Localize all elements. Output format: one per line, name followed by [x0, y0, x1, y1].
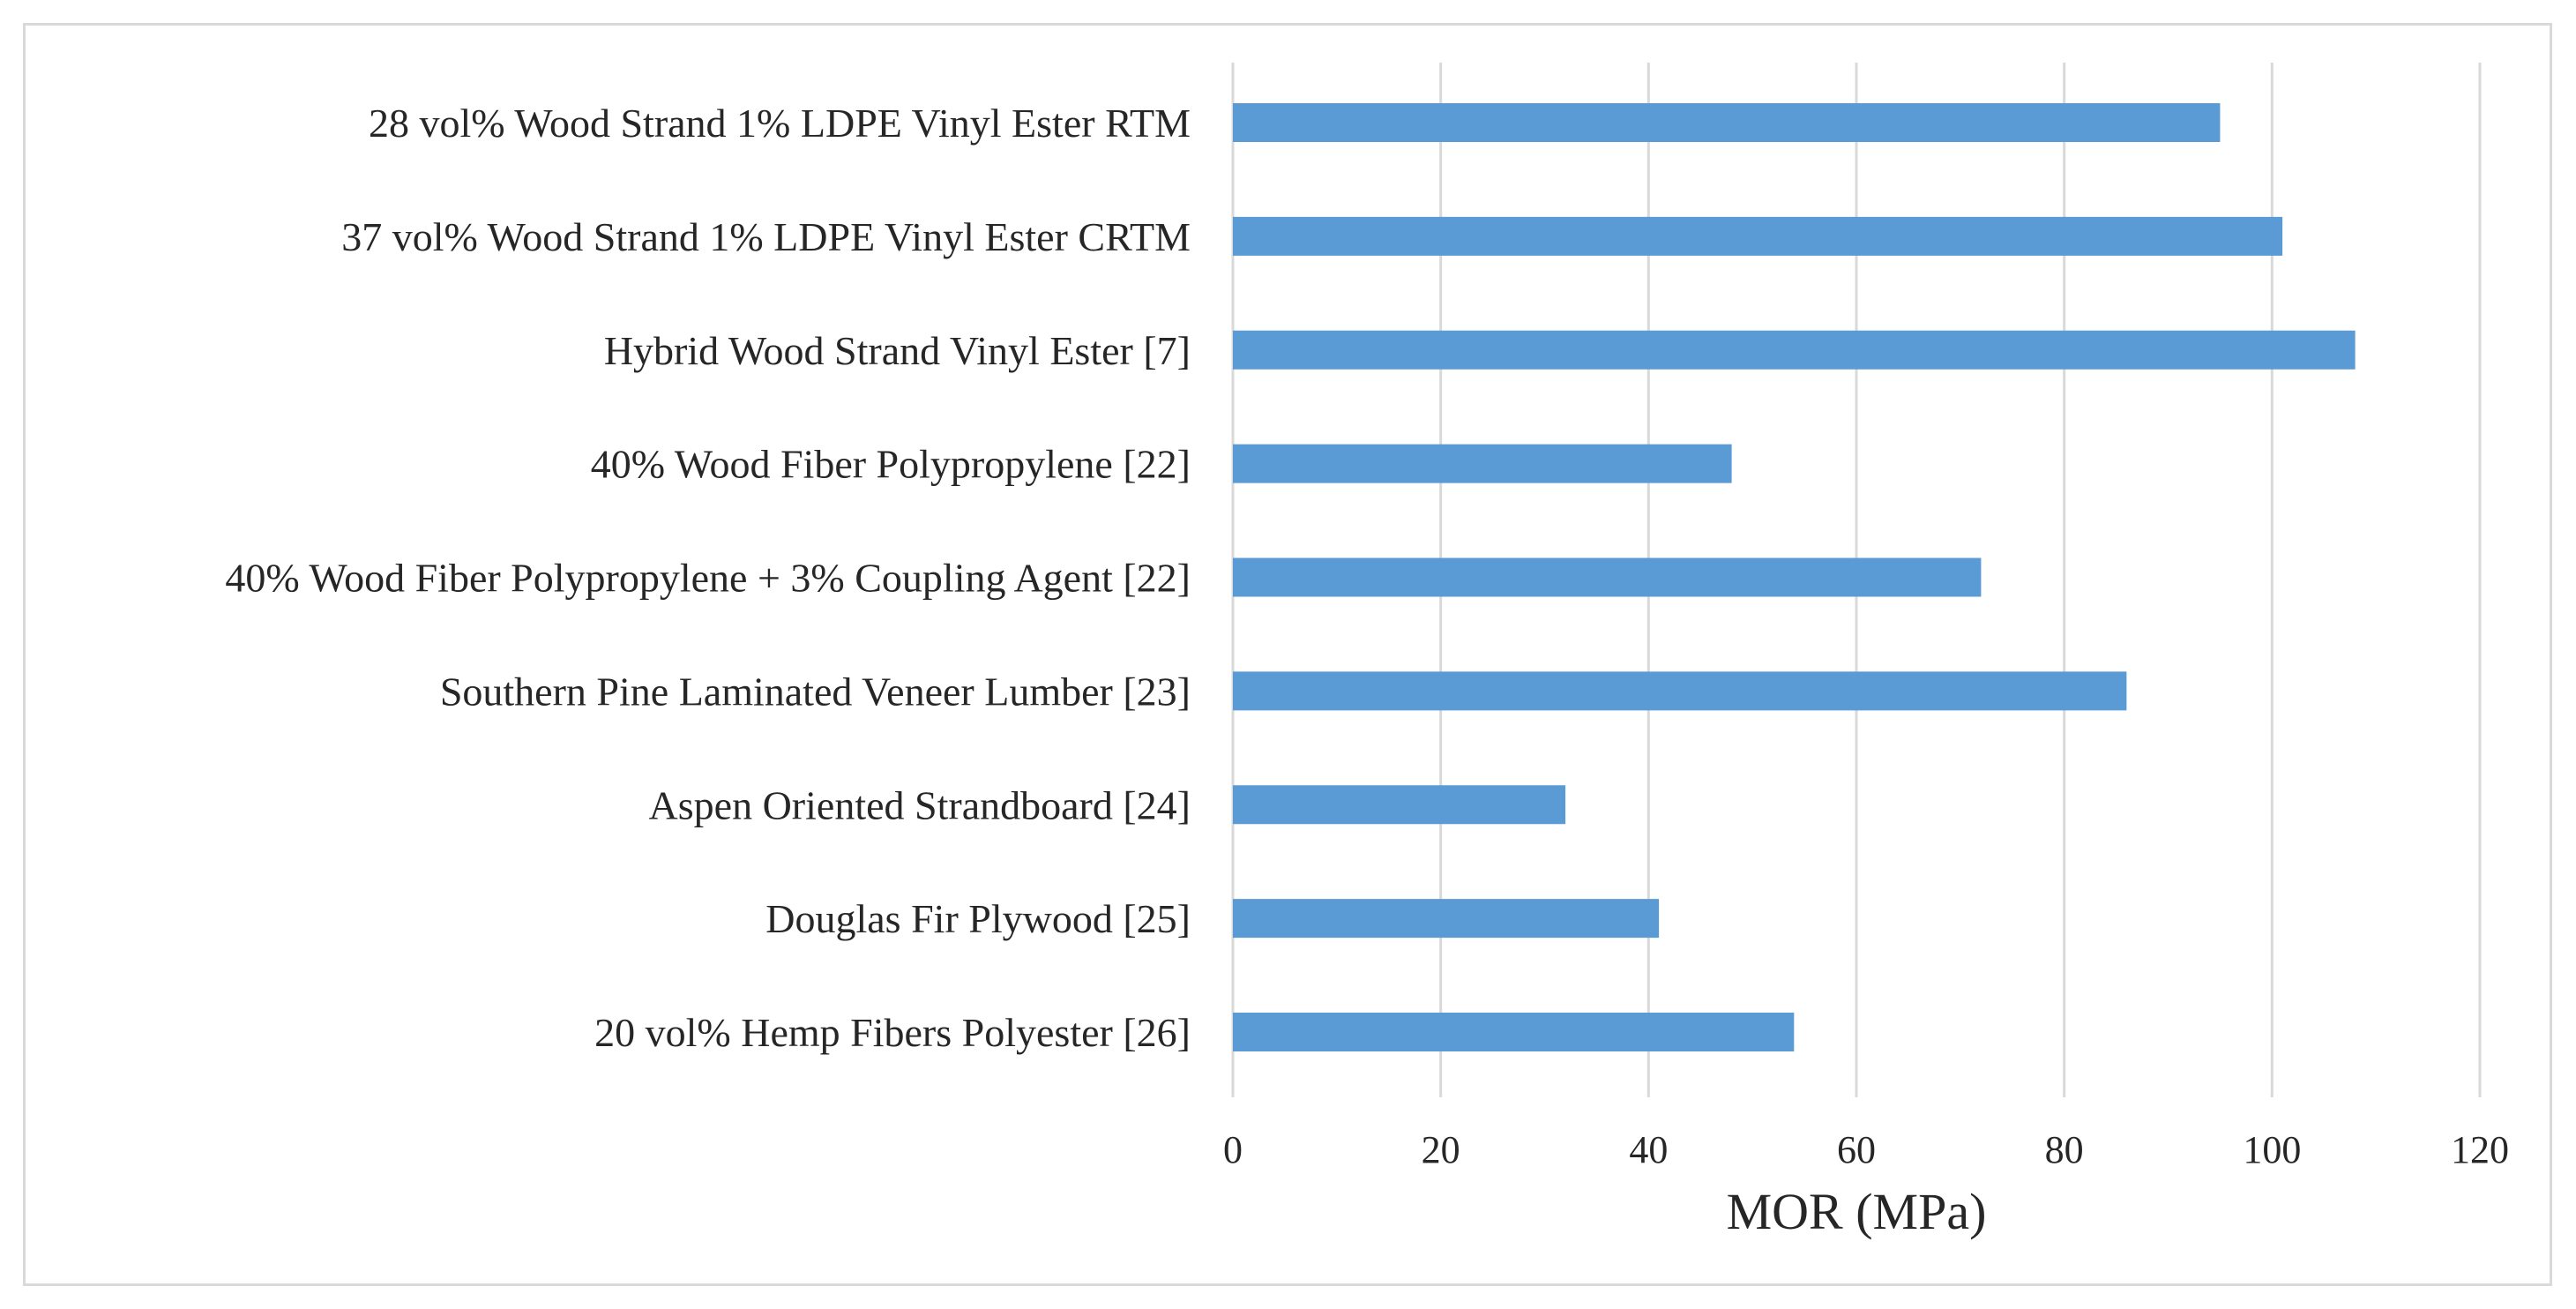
bar — [1233, 785, 1566, 825]
x-tick-label: 80 — [2045, 1128, 2084, 1171]
category-labels: 28 vol% Wood Strand 1% LDPE Vinyl Ester … — [225, 101, 1191, 1055]
bar — [1233, 1013, 1795, 1051]
bar — [1233, 899, 1660, 939]
bar — [1233, 444, 1732, 483]
x-tick-label: 100 — [2243, 1128, 2301, 1171]
category-label: 20 vol% Hemp Fibers Polyester [26] — [594, 1010, 1191, 1055]
bar — [1233, 330, 2356, 370]
bars — [1233, 103, 2356, 1051]
bar — [1233, 216, 2283, 256]
x-tick-labels: 0 20 40 60 80 100 120 — [1223, 1128, 2509, 1171]
bar — [1233, 103, 2221, 142]
x-tick-label: 120 — [2451, 1128, 2509, 1171]
x-tick-label: 40 — [1629, 1128, 1668, 1171]
category-label: 37 vol% Wood Strand 1% LDPE Vinyl Ester … — [341, 214, 1191, 259]
x-tick-label: 20 — [1422, 1128, 1460, 1171]
x-axis-title: MOR (MPa) — [1727, 1183, 1987, 1240]
category-label: Hybrid Wood Strand Vinyl Ester [7] — [604, 328, 1191, 373]
category-label: Aspen Oriented Strandboard [24] — [649, 782, 1191, 827]
bar — [1233, 671, 2127, 711]
category-label: 28 vol% Wood Strand 1% LDPE Vinyl Ester … — [369, 101, 1191, 146]
x-tick-label: 0 — [1223, 1128, 1243, 1171]
category-label: 40% Wood Fiber Polypropylene + 3% Coupli… — [225, 556, 1191, 601]
category-label: Southern Pine Laminated Veneer Lumber [2… — [440, 669, 1191, 714]
x-tick-label: 60 — [1837, 1128, 1876, 1171]
category-label: 40% Wood Fiber Polypropylene [22] — [591, 442, 1191, 487]
category-label: Douglas Fir Plywood [25] — [765, 896, 1191, 941]
bar — [1233, 557, 1982, 597]
